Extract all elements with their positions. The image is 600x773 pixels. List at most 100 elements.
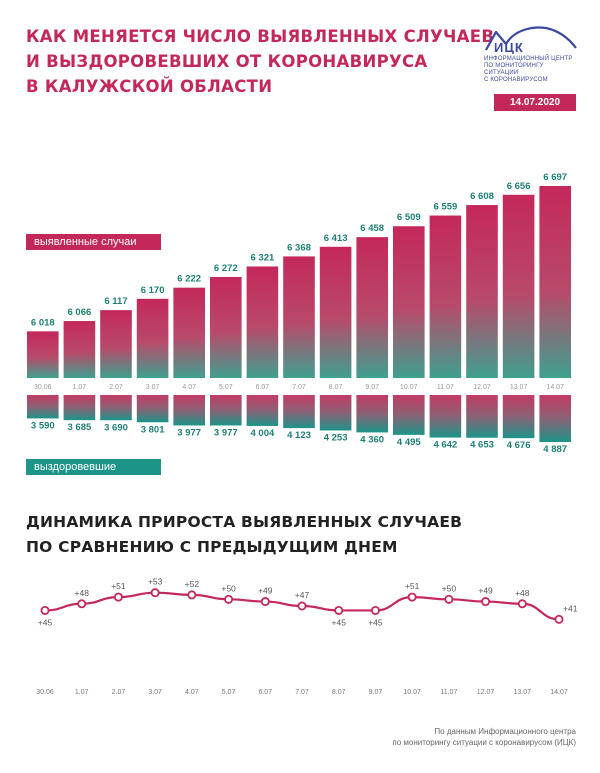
recovered-value-label: 3 801: [141, 424, 165, 435]
cases-value-label: 6 170: [141, 285, 165, 296]
date-tick-label: 5.07: [219, 384, 233, 391]
source-line: по мониторингу ситуации с коронавирусом …: [392, 738, 576, 747]
recovered-value-label: 4 676: [507, 440, 531, 451]
date-tick-label: 7.07: [295, 689, 309, 696]
recovered-value-label: 3 690: [104, 422, 128, 433]
recovered-bar: [136, 395, 169, 423]
growth-value-label: +52: [185, 579, 200, 589]
recovered-bar: [283, 395, 315, 429]
logo-wave-icon: ИЦК: [485, 26, 577, 54]
recovered-bar: [210, 395, 242, 426]
recovered-value-label: 3 977: [214, 427, 238, 438]
growth-value-label: +47: [295, 590, 310, 600]
growth-value-label: +41: [563, 603, 578, 613]
growth-point: [187, 590, 197, 600]
logo-abbr: ИЦК: [494, 40, 524, 54]
cases-bar: [27, 331, 59, 378]
growth-point: [481, 597, 491, 607]
recovered-bar: [27, 395, 59, 419]
date-tick-label: 6.07: [256, 384, 270, 391]
recovered-bar: [63, 395, 96, 421]
line-chart: +45 30.06 +48 1.07 +51 2.07 +53 3.07 +52 4.07 +50 5…: [36, 577, 578, 696]
line-title-line: ПО СРАВНЕНИЮ С ПРЕДЫДУЩИМ ДНЕМ: [26, 538, 398, 556]
cases-value-label: 6 117: [104, 296, 127, 307]
growth-point: [77, 599, 87, 609]
page-title: КАК МЕНЯЕТСЯ ЧИСЛО ВЫЯВЛЕННЫХ СЛУЧАЕВ И …: [26, 24, 494, 99]
date-tick-label: 10.07: [400, 384, 418, 391]
growth-point: [260, 597, 270, 607]
growth-value-label: +48: [515, 588, 530, 598]
growth-value-label: +50: [221, 583, 236, 593]
logo-line: С КОРОНАВИРУСОМ: [484, 77, 548, 83]
recovered-bar: [539, 395, 571, 442]
date-tick-label: 5.07: [222, 689, 236, 696]
recovered-bar: [100, 395, 132, 421]
growth-value-label: +49: [258, 586, 273, 596]
date-tick-label: 12.07: [477, 689, 495, 696]
cases-value-label: 6 321: [251, 252, 275, 263]
date-tick-label: 10.07: [403, 689, 421, 696]
logo-text: ИНФОРМАЦИОННЫЙ ЦЕНТР ПО МОНИТОРИНГУ СИТУ…: [484, 56, 578, 84]
recovered-bar: [502, 395, 535, 439]
recovered-value-label: 4 123: [287, 430, 311, 441]
date-tick-label: 1.07: [75, 689, 89, 696]
logo-line: ИНФОРМАЦИОННЫЙ ЦЕНТР: [484, 56, 573, 62]
growth-value-label: +45: [38, 617, 53, 627]
date-tick-label: 7.07: [292, 384, 306, 391]
logo: ИЦК ИНФОРМАЦИОННЫЙ ЦЕНТР ПО МОНИТОРИНГУ …: [484, 24, 578, 84]
date-tick-label: 9.07: [369, 689, 383, 696]
date-tick-label: 11.07: [437, 384, 454, 391]
legend-recovered: выздоровевшие: [26, 459, 161, 475]
date-tick-label: 12.07: [473, 384, 491, 391]
recovered-value-label: 3 590: [31, 420, 55, 431]
recovered-bar: [319, 395, 352, 431]
recovered-bar: [429, 395, 462, 438]
date-tick-label: 8.07: [329, 384, 343, 391]
cases-bar: [210, 276, 242, 378]
cases-value-label: 6 272: [214, 263, 238, 274]
recovered-bar: [173, 395, 205, 426]
growth-point: [334, 605, 344, 615]
cases-value-label: 6 656: [507, 181, 531, 192]
growth-point: [224, 594, 234, 604]
growth-value-label: +49: [478, 586, 493, 596]
growth-value-label: +53: [148, 577, 163, 587]
growth-point: [40, 605, 50, 615]
logo-line: ПО МОНИТОРИНГУ СИТУАЦИИ: [484, 63, 544, 76]
line-chart-title: ДИНАМИКА ПРИРОСТА ВЫЯВЛЕННЫХ СЛУЧАЕВ ПО …: [26, 510, 462, 560]
cases-bar: [539, 186, 571, 378]
date-tick-label: 2.07: [112, 689, 126, 696]
recovered-value-label: 4 887: [543, 444, 567, 455]
cases-bar: [63, 321, 96, 378]
growth-point: [517, 599, 527, 609]
date-tick-label: 4.07: [182, 384, 196, 391]
date-tick-label: 14.07: [550, 689, 568, 696]
date-tick-label: 30.06: [36, 689, 54, 696]
cases-value-label: 6 018: [31, 317, 55, 328]
date-tick-label: 3.07: [148, 689, 162, 696]
cases-bar: [173, 287, 205, 378]
recovered-value-label: 4 004: [251, 428, 275, 439]
cases-bar: [100, 310, 132, 378]
date-tick-label: 3.07: [146, 384, 160, 391]
growth-value-label: +45: [368, 617, 383, 627]
recovered-value-label: 4 653: [470, 440, 494, 451]
growth-point: [150, 588, 160, 598]
growth-point: [370, 605, 380, 615]
date-tick-label: 11.07: [440, 689, 457, 696]
cases-value-label: 6 413: [324, 233, 348, 244]
cases-bar: [393, 226, 425, 378]
recovered-value-label: 4 360: [360, 434, 384, 445]
cases-bar: [466, 205, 498, 378]
cases-value-label: 6 559: [434, 202, 458, 213]
title-line: В КАЛУЖСКОЙ ОБЛАСТИ: [26, 77, 273, 96]
cases-bar: [246, 266, 279, 378]
recovered-bar: [466, 395, 498, 438]
cases-value-label: 6 368: [287, 242, 311, 253]
date-tick-label: 8.07: [332, 689, 346, 696]
growth-point: [407, 592, 417, 602]
date-tick-label: 30.06: [34, 384, 52, 391]
date-badge: 14.07.2020: [494, 94, 576, 111]
line-title-line: ДИНАМИКА ПРИРОСТА ВЫЯВЛЕННЫХ СЛУЧАЕВ: [26, 513, 463, 531]
cases-bar: [136, 298, 169, 378]
